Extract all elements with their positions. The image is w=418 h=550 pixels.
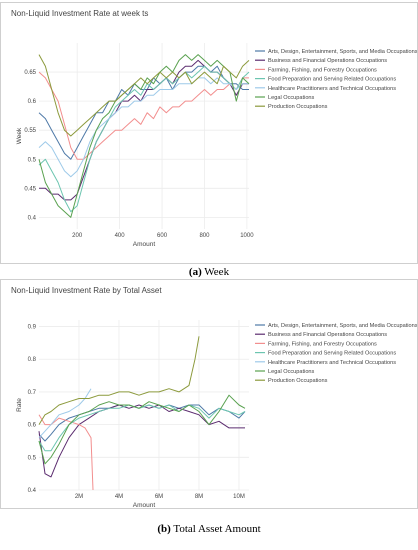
- x-axis-label: Amount: [133, 502, 156, 508]
- y-tick-label: 0.7: [28, 390, 37, 396]
- y-axis-label: Week: [16, 127, 23, 144]
- x-tick-label: 2M: [75, 494, 83, 500]
- chart-title-total-asset: Non-Liquid Investment Rate by Total Asse…: [11, 286, 162, 295]
- series-line: [38, 54, 250, 218]
- line-chart-week: 200 400 600 800 1000 0.4 0.45 0.5 0.55 0.6 0.65 Amo…: [16, 43, 417, 248]
- y-tick-label: 0.8: [28, 357, 37, 363]
- y-tick-label: 0.65: [24, 70, 36, 76]
- series-line: [38, 388, 92, 439]
- line-chart-total-asset: 2M 4M 6M 8M 10M 0.4 0.5 0.6 0.7 0.8 0.9 Amount Rate A…: [16, 320, 417, 508]
- caption-a-label: (a): [188, 266, 202, 278]
- caption-a-text: Week: [204, 266, 230, 278]
- legend-entry: Production Occupations: [268, 378, 328, 384]
- x-tick-label: 8M: [195, 494, 203, 500]
- caption-b-text: Total Asset Amount: [173, 523, 261, 535]
- legend-entry: Legal Occupations: [268, 369, 315, 375]
- y-axis-label: Rate: [16, 398, 23, 412]
- x-tick-label: 400: [115, 233, 126, 239]
- legend-entry: Business and Financial Operations Occupa…: [268, 332, 387, 338]
- y-tick-label: 0.4: [28, 488, 37, 494]
- legend-entry: Arts, Design, Entertainment, Sports, and…: [268, 323, 417, 329]
- y-tick-label: 0.55: [24, 128, 36, 134]
- chart-panel-week: Non-Liquid Investment Rate at week ts 20…: [0, 2, 418, 264]
- x-axis-label: Amount: [133, 241, 156, 248]
- y-tick-label: 0.5: [28, 455, 37, 461]
- x-tick-label: 200: [72, 233, 83, 239]
- y-tick-label: 0.6: [28, 423, 37, 429]
- series-line: [38, 414, 94, 491]
- x-tick-label: 1000: [240, 233, 254, 239]
- legend-entry: Legal Occupations: [268, 95, 315, 101]
- x-tick-label: 6M: [155, 494, 163, 500]
- legend-entry: Healthcare Practitioners and Technical O…: [268, 86, 396, 92]
- series-line: [38, 54, 250, 137]
- legend-entry: Arts, Design, Entertainment, Sports, and…: [268, 49, 417, 55]
- legend-entry: Healthcare Practitioners and Technical O…: [268, 360, 396, 366]
- series-line: [38, 65, 250, 213]
- y-tick-label: 0.9: [28, 325, 37, 331]
- legend-entry: Production Occupations: [268, 104, 328, 110]
- caption-b: (b) Total Asset Amount: [0, 523, 418, 535]
- chart-panel-total-asset: Non-Liquid Investment Rate by Total Asse…: [0, 279, 418, 509]
- series-line: [38, 404, 245, 478]
- caption-a: (a) Week: [0, 266, 418, 278]
- caption-b-label: (b): [157, 523, 171, 535]
- x-tick-label: 600: [157, 233, 168, 239]
- legend-entry: Business and Financial Operations Occupa…: [268, 58, 387, 64]
- y-tick-label: 0.4: [28, 215, 37, 221]
- series-line: [38, 77, 249, 178]
- legend-entry: Farming, Fishing, and Forestry Occupatio…: [268, 67, 377, 73]
- y-tick-label: 0.45: [24, 186, 36, 192]
- series-line: [38, 336, 200, 425]
- y-tick-label: 0.6: [28, 99, 37, 105]
- legend-entry: Food Preparation and Serving Related Occ…: [268, 351, 396, 357]
- x-tick-label: 10M: [233, 494, 245, 500]
- y-tick-label: 0.5: [28, 157, 37, 163]
- legend-entry: Farming, Fishing, and Forestry Occupatio…: [268, 341, 377, 347]
- chart-title-week: Non-Liquid Investment Rate at week ts: [11, 9, 149, 18]
- series-line: [38, 394, 246, 465]
- x-tick-label: 4M: [115, 494, 123, 500]
- series-line: [38, 71, 249, 160]
- legend-entry: Food Preparation and Serving Related Occ…: [268, 77, 396, 83]
- x-tick-label: 800: [199, 233, 210, 239]
